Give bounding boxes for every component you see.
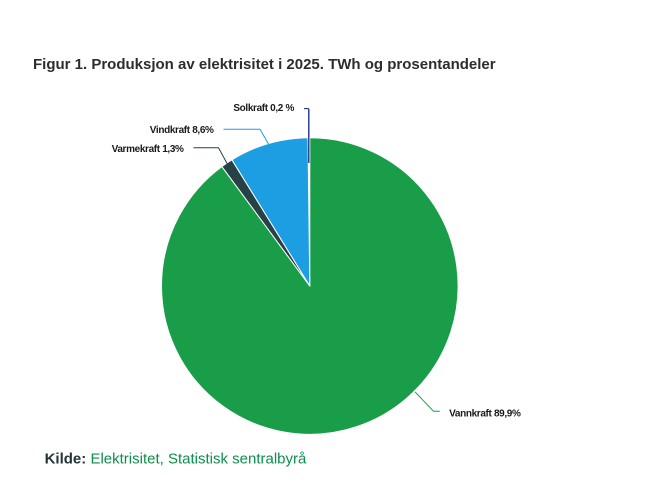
svg-text:Figur 1. Produksjon av elektri: Figur 1. Produksjon av elektrisitet i 20… xyxy=(33,56,496,73)
svg-text:Vannkraft 89,9%: Vannkraft 89,9% xyxy=(449,409,521,420)
svg-text:Kilde: Elektrisitet, Statistis: Kilde: Elektrisitet, Statistisk sentralb… xyxy=(45,450,307,467)
svg-text:Varmekraft 1,3%: Varmekraft 1,3% xyxy=(112,144,184,155)
svg-text:Vindkraft 8,6%: Vindkraft 8,6% xyxy=(150,125,214,136)
svg-text:Solkraft 0,2 %: Solkraft 0,2 % xyxy=(233,103,294,114)
